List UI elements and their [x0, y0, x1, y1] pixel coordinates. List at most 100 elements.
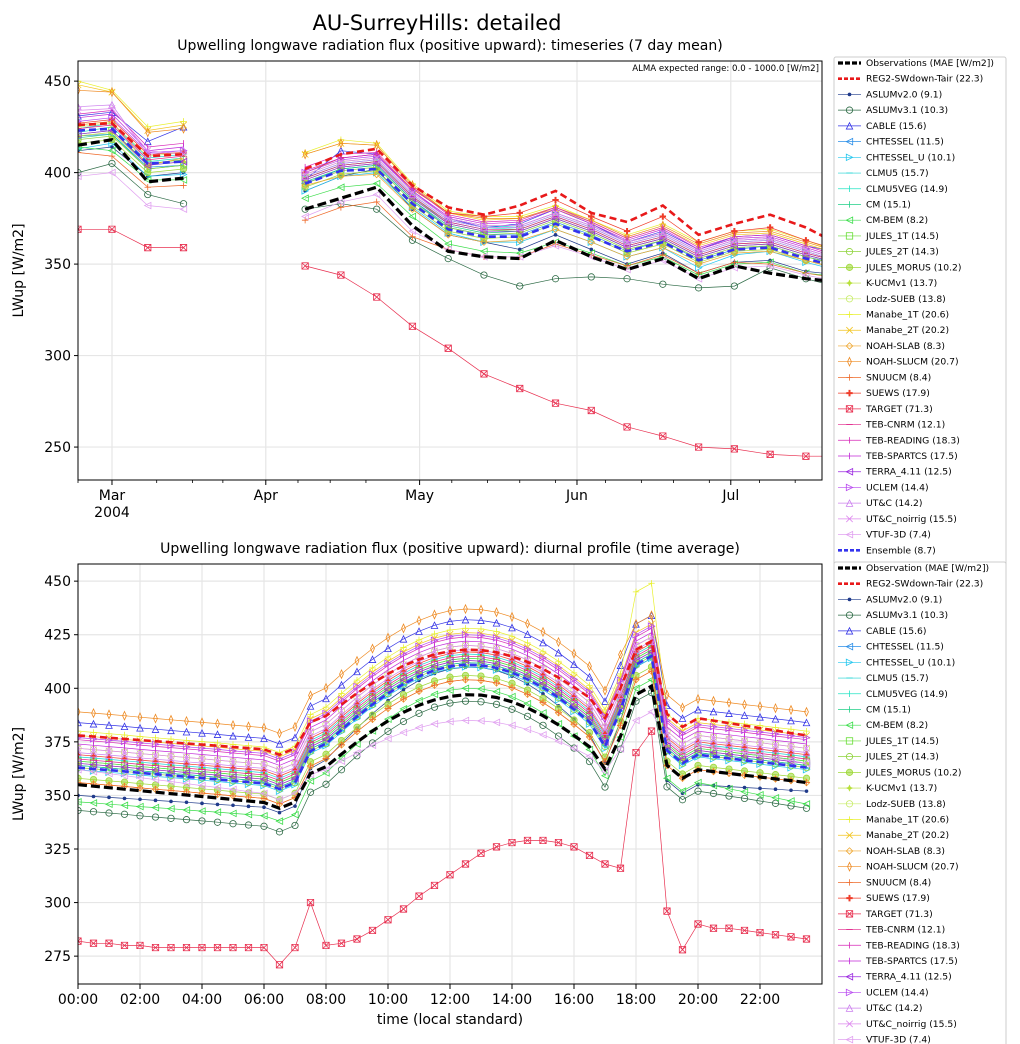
data-point: [663, 783, 671, 791]
data-point: [78, 77, 82, 85]
series-line-31-0: [78, 127, 184, 165]
data-point: [802, 804, 811, 812]
data-point: [756, 742, 764, 751]
y-tick-label: 450: [44, 574, 71, 590]
data-point: [337, 939, 346, 947]
data-point: [740, 926, 749, 935]
data-point: [336, 183, 345, 192]
data-point: [570, 673, 578, 681]
data-point: [477, 625, 485, 633]
data-point: [384, 644, 392, 653]
data-point: [740, 711, 749, 719]
data-point: [276, 766, 283, 774]
data-point: [244, 748, 253, 756]
legend-entry: CHTESSEL (11.5): [838, 642, 944, 653]
data-point: [766, 247, 774, 256]
data-point: [694, 720, 703, 729]
data-point: [725, 739, 733, 747]
legend-label: VTUF-3D (7.4): [866, 530, 931, 541]
data-point: [632, 629, 640, 637]
data-point: [787, 746, 795, 755]
data-point: [144, 190, 152, 199]
data-point: [587, 227, 595, 236]
data-point: [741, 737, 748, 745]
data-point: [306, 777, 315, 785]
data-point: [91, 707, 96, 719]
data-point: [446, 617, 454, 626]
data-point: [461, 656, 470, 665]
data-point: [179, 157, 188, 166]
data-point: [78, 744, 82, 752]
data-point: [292, 721, 298, 733]
data-point: [308, 690, 313, 701]
data-point: [766, 224, 774, 231]
data-point: [693, 778, 702, 787]
panel-title: Upwelling longwave radiation flux (posit…: [177, 38, 722, 54]
data-point: [787, 933, 795, 941]
data-point: [430, 703, 439, 711]
data-point: [647, 675, 656, 684]
series-line-5-0: [78, 133, 184, 168]
legend-label: TERRA_4.11 (12.5): [865, 972, 952, 983]
legend-marker: [846, 816, 853, 823]
data-point: [678, 744, 687, 752]
data-point: [152, 751, 159, 759]
data-point: [494, 607, 499, 618]
series-line-21-1: [304, 153, 822, 246]
data-point: [399, 728, 408, 737]
legend-entry: REG2-SWdown-Tair (22.3): [838, 579, 983, 590]
data-point: [120, 752, 129, 761]
legend-entry: TEB-SPARTCS (17.5): [838, 451, 958, 462]
data-point: [539, 668, 547, 677]
data-point: [337, 766, 346, 774]
data-point: [431, 634, 438, 642]
legend-marker: [845, 342, 854, 350]
legend-marker: [846, 831, 853, 839]
legend-entry: SUEWS (17.9): [838, 893, 930, 904]
data-point: [337, 710, 346, 719]
data-point: [622, 243, 631, 252]
data-point: [105, 721, 113, 729]
series-28: [78, 100, 822, 257]
data-point: [275, 780, 284, 789]
legend-entry: TEB-READING (18.3): [838, 435, 960, 446]
data-point: [78, 81, 82, 89]
data-point: [136, 739, 145, 747]
legend-label: CLMU5VEG (14.9): [866, 689, 948, 700]
data-point: [431, 682, 438, 689]
data-point: [711, 695, 716, 707]
data-point: [539, 653, 548, 662]
data-point: [78, 748, 82, 757]
data-point: [291, 759, 299, 767]
data-point: [570, 690, 578, 698]
series-line-30-0: [78, 172, 184, 210]
y-tick-label: 450: [44, 74, 71, 90]
data-point: [772, 724, 779, 731]
data-point: [586, 682, 593, 689]
data-point: [461, 630, 470, 639]
data-point: [786, 756, 795, 765]
series-30: [78, 168, 822, 283]
data-point: [772, 741, 779, 749]
data-point: [477, 849, 485, 857]
legend-entry: ASLUMv3.1 (10.3): [838, 610, 948, 621]
data-point: [151, 943, 160, 952]
legend-marker: [845, 499, 854, 507]
data-point: [301, 176, 309, 184]
data-point: [368, 741, 377, 750]
data-point: [801, 271, 810, 279]
x-tick-label: Jul: [721, 488, 739, 504]
data-point: [623, 238, 631, 246]
x-tick-label: 14:00: [492, 992, 532, 1008]
data-point: [373, 198, 380, 206]
data-point: [372, 170, 381, 179]
data-point: [523, 836, 532, 845]
data-point: [167, 752, 175, 760]
data-point: [384, 705, 392, 712]
legend-entry: Manabe_1T (20.6): [838, 815, 949, 826]
data-point: [508, 653, 516, 662]
data-point: [508, 623, 516, 632]
data-point: [515, 227, 524, 236]
legend-entry: ASLUMv2.0 (9.1): [838, 89, 942, 100]
data-point: [730, 263, 738, 272]
